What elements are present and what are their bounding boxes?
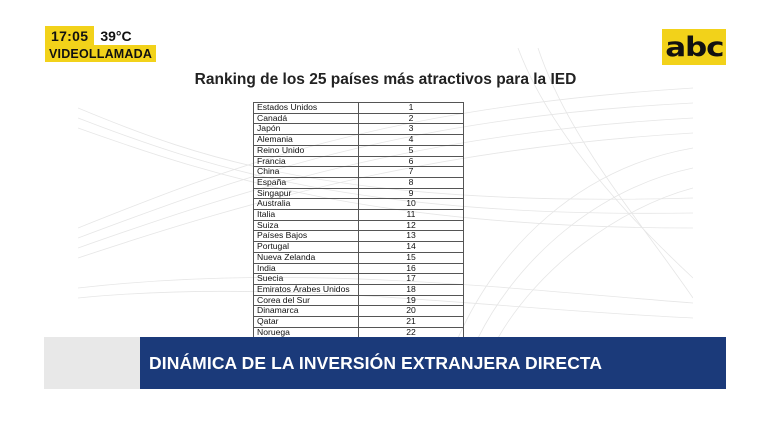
country-cell: Corea del Sur bbox=[253, 294, 359, 307]
country-cell: Singapur bbox=[253, 187, 359, 200]
country-cell: Australia bbox=[253, 198, 359, 211]
rank-cell: 17 bbox=[358, 273, 464, 285]
table-row: Portugal 14 bbox=[253, 241, 464, 253]
table-row: Francia 6 bbox=[253, 155, 464, 168]
table-row: Italia 11 bbox=[253, 209, 464, 221]
temperature: 39°C bbox=[94, 26, 138, 45]
country-cell: Estados Unidos bbox=[253, 102, 359, 114]
table-row: España 8 bbox=[253, 176, 464, 189]
rank-cell: 7 bbox=[358, 166, 464, 178]
lower-third-left-panel bbox=[44, 337, 140, 389]
country-cell: China bbox=[253, 166, 359, 178]
rank-cell: 19 bbox=[358, 294, 464, 307]
rank-cell: 1 bbox=[358, 102, 464, 114]
country-cell: Portugal bbox=[253, 241, 359, 253]
country-cell: Francia bbox=[253, 155, 359, 168]
table-row: Canadá 2 bbox=[253, 112, 464, 125]
country-cell: Suiza bbox=[253, 219, 359, 232]
rank-cell: 16 bbox=[358, 262, 464, 275]
country-cell: Suecia bbox=[253, 273, 359, 285]
table-row: Dinamarca 20 bbox=[253, 305, 464, 318]
rank-cell: 2 bbox=[358, 112, 464, 125]
table-row: Qatar 21 bbox=[253, 316, 464, 328]
country-cell: Reino Unido bbox=[253, 144, 359, 157]
rank-cell: 10 bbox=[358, 198, 464, 211]
table-row: Corea del Sur 19 bbox=[253, 294, 464, 307]
table-row: India 16 bbox=[253, 262, 464, 275]
table-row: Australia 10 bbox=[253, 198, 464, 211]
country-cell: Japón bbox=[253, 123, 359, 136]
table-row: Noruega 22 bbox=[253, 326, 464, 337]
rank-cell: 11 bbox=[358, 209, 464, 221]
table-row: Singapur 9 bbox=[253, 187, 464, 200]
rank-cell: 4 bbox=[358, 134, 464, 146]
rank-cell: 8 bbox=[358, 176, 464, 189]
rank-cell: 22 bbox=[358, 326, 464, 337]
country-cell: Qatar bbox=[253, 316, 359, 328]
table-row: China 7 bbox=[253, 166, 464, 178]
slide-title: Ranking de los 25 países más atractivos … bbox=[194, 71, 577, 88]
rank-cell: 15 bbox=[358, 251, 464, 264]
table-row: Reino Unido 5 bbox=[253, 144, 464, 157]
country-cell: Canadá bbox=[253, 112, 359, 125]
rank-cell: 14 bbox=[358, 241, 464, 253]
rank-cell: 13 bbox=[358, 230, 464, 243]
country-cell: Dinamarca bbox=[253, 305, 359, 318]
country-cell: Emiratos Árabes Unidos bbox=[253, 283, 359, 296]
table-row: Estados Unidos 1 bbox=[253, 102, 464, 114]
rank-cell: 9 bbox=[358, 187, 464, 200]
videocall-label: VIDEOLLAMADA bbox=[45, 45, 157, 62]
rank-cell: 6 bbox=[358, 155, 464, 168]
table-row: Emiratos Árabes Unidos 18 bbox=[253, 283, 464, 296]
logo-text: abc bbox=[664, 31, 724, 63]
table-viewport: Estados Unidos 1 Canadá 2 Japón 3 Alemania 4 Rei… bbox=[253, 102, 464, 337]
country-cell: India bbox=[253, 262, 359, 275]
channel-logo: abc bbox=[662, 29, 726, 65]
rank-cell: 20 bbox=[358, 305, 464, 318]
country-cell: Nueva Zelanda bbox=[253, 251, 359, 264]
country-cell: España bbox=[253, 176, 359, 189]
headline: DINÁMICA DE LA INVERSIÓN EXTRANJERA DIRE… bbox=[149, 352, 603, 373]
table-row: Nueva Zelanda 15 bbox=[253, 251, 464, 264]
lower-third-bar: DINÁMICA DE LA INVERSIÓN EXTRANJERA DIRE… bbox=[140, 337, 726, 389]
rank-cell: 12 bbox=[358, 219, 464, 232]
table-row: Suecia 17 bbox=[253, 273, 464, 285]
status-bug: 17:05 39°C bbox=[45, 26, 138, 45]
table-row: Alemania 4 bbox=[253, 134, 464, 146]
table-row: Suiza 12 bbox=[253, 219, 464, 232]
country-cell: Noruega bbox=[253, 326, 359, 337]
country-cell: Países Bajos bbox=[253, 230, 359, 243]
country-cell: Alemania bbox=[253, 134, 359, 146]
table-row: Japón 3 bbox=[253, 123, 464, 136]
rank-cell: 21 bbox=[358, 316, 464, 328]
rank-cell: 18 bbox=[358, 283, 464, 296]
country-cell: Italia bbox=[253, 209, 359, 221]
clock-time: 17:05 bbox=[45, 26, 95, 45]
ranking-table: Estados Unidos 1 Canadá 2 Japón 3 Alemania 4 Rei… bbox=[253, 102, 464, 337]
rank-cell: 5 bbox=[358, 144, 464, 157]
rank-cell: 3 bbox=[358, 123, 464, 136]
table-row: Países Bajos 13 bbox=[253, 230, 464, 243]
